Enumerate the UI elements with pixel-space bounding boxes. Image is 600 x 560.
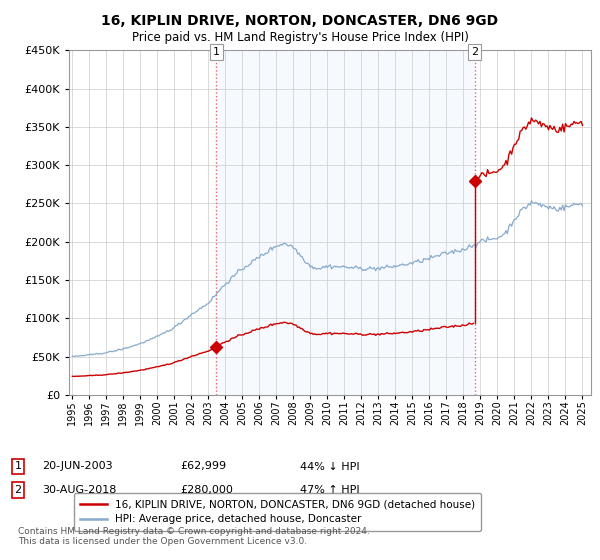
Text: £62,999: £62,999 [180,461,226,472]
Bar [217,50,475,395]
Text: 47% ↑ HPI: 47% ↑ HPI [300,485,359,495]
Text: 1: 1 [213,47,220,57]
Text: 16, KIPLIN DRIVE, NORTON, DONCASTER, DN6 9GD: 16, KIPLIN DRIVE, NORTON, DONCASTER, DN6… [101,14,499,28]
Text: 30-AUG-2018: 30-AUG-2018 [42,485,116,495]
Text: 2: 2 [471,47,478,57]
Text: 2: 2 [14,485,22,495]
Text: £280,000: £280,000 [180,485,233,495]
Text: 44% ↓ HPI: 44% ↓ HPI [300,461,359,472]
Text: 20-JUN-2003: 20-JUN-2003 [42,461,113,472]
Text: Price paid vs. HM Land Registry's House Price Index (HPI): Price paid vs. HM Land Registry's House … [131,31,469,44]
Text: 1: 1 [14,461,22,472]
Legend: 16, KIPLIN DRIVE, NORTON, DONCASTER, DN6 9GD (detached house), HPI: Average pric: 16, KIPLIN DRIVE, NORTON, DONCASTER, DN6… [74,493,481,531]
Text: Contains HM Land Registry data © Crown copyright and database right 2024.
This d: Contains HM Land Registry data © Crown c… [18,526,370,546]
